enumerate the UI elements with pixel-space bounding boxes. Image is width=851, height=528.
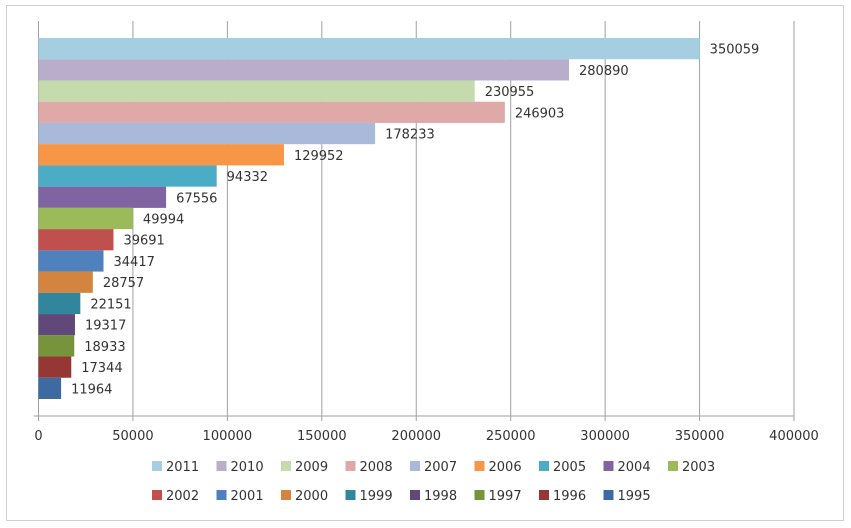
- x-tick-label: 400000: [769, 429, 819, 444]
- legend-label: 2000: [295, 489, 328, 504]
- x-tick-label: 300000: [580, 429, 630, 444]
- legend-swatch: [281, 461, 291, 471]
- data-label-2007: 178233: [385, 128, 435, 143]
- legend-label: 2005: [553, 460, 586, 475]
- data-label-2008: 246903: [515, 106, 565, 121]
- legend-item-2001: 2001: [216, 489, 264, 504]
- legend-swatch: [216, 490, 227, 500]
- bar-2001: [38, 250, 104, 272]
- x-tick-label: 350000: [675, 429, 725, 444]
- bar-2007: [38, 122, 376, 145]
- legend-item-2000: 2000: [281, 489, 328, 504]
- legend-item-2010: 2010: [216, 460, 264, 475]
- legend-item-1995: 1995: [603, 489, 651, 504]
- legend-label: 1996: [553, 489, 586, 504]
- bar-1998: [38, 314, 75, 336]
- legend-item-2003: 2003: [668, 460, 715, 475]
- legend-swatch: [345, 490, 356, 500]
- legend-label: 1998: [424, 489, 457, 504]
- legend-item-2007: 2007: [410, 460, 457, 475]
- data-label-1998: 19317: [85, 319, 126, 334]
- legend-label: 2010: [231, 460, 264, 475]
- legend-label: 2006: [489, 460, 522, 475]
- bar-2010: [38, 59, 570, 81]
- data-label-2010: 280890: [579, 64, 629, 79]
- bar-2005: [38, 165, 217, 187]
- data-label-1997: 18933: [84, 340, 125, 355]
- legend-swatch: [345, 461, 356, 471]
- bar-2006: [38, 144, 284, 166]
- legend-swatch: [474, 461, 485, 471]
- legend-label: 2011: [166, 460, 199, 475]
- legend-item-2005: 2005: [539, 460, 586, 475]
- bar-2008: [38, 101, 505, 123]
- bar-2004: [38, 186, 167, 208]
- legend-swatch: [410, 490, 420, 500]
- bar-2000: [38, 271, 93, 293]
- legend-label: 2003: [682, 460, 715, 475]
- legend-swatch: [539, 490, 549, 500]
- bar-2009: [38, 80, 475, 102]
- legend-swatch: [603, 461, 614, 471]
- legend-label: 2008: [360, 460, 393, 475]
- legend-label: 1995: [618, 489, 651, 504]
- legend-label: 2004: [618, 460, 651, 475]
- chart-frame: [6, 5, 844, 521]
- legend-item-2009: 2009: [281, 460, 328, 475]
- legend-label: 2002: [166, 489, 199, 504]
- x-tick-label: 0: [34, 429, 42, 444]
- legend-item-2006: 2006: [474, 460, 522, 475]
- legend-label: 2009: [295, 460, 328, 475]
- x-tick-label: 100000: [203, 429, 253, 444]
- data-label-2004: 67556: [176, 191, 217, 206]
- legend-swatch: [152, 461, 162, 471]
- bar-2002: [38, 229, 114, 251]
- legend-label: 2001: [231, 489, 264, 504]
- legend-item-2002: 2002: [152, 489, 199, 504]
- data-label-2003: 49994: [143, 213, 184, 228]
- data-label-1999: 22151: [90, 297, 131, 312]
- legend-item-2004: 2004: [603, 460, 651, 475]
- data-label-2000: 28757: [103, 276, 144, 291]
- legend-swatch: [152, 490, 162, 500]
- legend-swatch: [539, 461, 549, 471]
- data-label-2009: 230955: [485, 85, 535, 100]
- legend-label: 2007: [424, 460, 457, 475]
- data-label-2005: 94332: [227, 170, 268, 185]
- legend-item-1998: 1998: [410, 489, 457, 504]
- bar-2003: [38, 207, 133, 230]
- legend-item-1999: 1999: [345, 489, 393, 504]
- x-tick-label: 150000: [297, 429, 347, 444]
- legend-item-1996: 1996: [539, 489, 586, 504]
- bar-1997: [38, 335, 75, 357]
- legend-swatch: [668, 461, 678, 471]
- legend-swatch: [603, 490, 614, 500]
- x-tick-label: 50000: [112, 429, 153, 444]
- data-label-2006: 129952: [294, 149, 344, 164]
- legend-label: 1997: [489, 489, 522, 504]
- x-tick-label: 200000: [391, 429, 441, 444]
- data-label-2011: 350059: [710, 43, 760, 58]
- x-tick-label: 250000: [486, 429, 536, 444]
- bar-1999: [38, 292, 81, 315]
- data-label-1996: 17344: [81, 361, 122, 376]
- legend-swatch: [410, 461, 420, 471]
- legend-swatch: [216, 461, 227, 471]
- data-label-1995: 11964: [71, 382, 112, 397]
- legend-swatch: [281, 490, 291, 500]
- data-label-2001: 34417: [114, 255, 155, 270]
- legend-item-1997: 1997: [474, 489, 522, 504]
- data-label-2002: 39691: [123, 234, 164, 249]
- legend-label: 1999: [360, 489, 393, 504]
- bar-1996: [38, 356, 72, 378]
- legend-item-2008: 2008: [345, 460, 393, 475]
- legend-swatch: [474, 490, 485, 500]
- bar-2011: [38, 38, 700, 60]
- bar-1995: [38, 377, 62, 399]
- legend-item-2011: 2011: [152, 460, 199, 475]
